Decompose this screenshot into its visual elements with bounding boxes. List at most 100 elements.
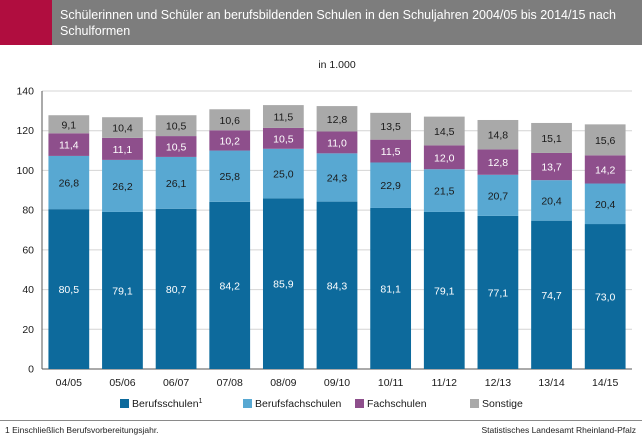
bar-segment-berufsschulen: [423, 211, 465, 369]
data-label: 14,8: [488, 130, 509, 142]
bar-segment-fachschulen: [423, 145, 465, 170]
data-label: 10,4: [112, 123, 133, 135]
data-label: 73,0: [595, 292, 616, 304]
bar-segment-berufsschulen: [531, 220, 572, 369]
data-label: 85,9: [273, 279, 294, 291]
data-label: 84,3: [327, 280, 348, 292]
chart-title: Schülerinnen und Schüler an berufsbilden…: [60, 8, 616, 38]
header-bar: Schülerinnen und Schüler an berufsbilden…: [0, 0, 642, 45]
data-label: 24,3: [327, 172, 348, 184]
data-label: 11,4: [59, 140, 79, 152]
data-label: 20,7: [488, 190, 509, 202]
data-label: 22,9: [380, 180, 401, 192]
legend-label: Berufsfachschulen: [255, 398, 342, 410]
y-tick-label: 100: [16, 165, 34, 177]
bar-segment-fachschulen: [477, 149, 519, 175]
data-label: 20,4: [541, 195, 562, 207]
data-label: 10,2: [220, 135, 241, 147]
data-label: 25,0: [273, 169, 294, 181]
bar-segment-berufsschulen: [155, 208, 197, 369]
footnote: 1 Einschließlich Berufsvorbereitungsjahr…: [5, 425, 159, 435]
y-tick-label: 80: [22, 205, 34, 217]
data-label: 74,7: [541, 290, 562, 302]
data-label: 79,1: [112, 285, 133, 297]
bar-segment-berufsschulen: [102, 211, 143, 369]
bar-segment-fachschulen: [370, 139, 412, 163]
header-accent: [0, 0, 52, 45]
bar-segment-berufsfachschulen: [155, 156, 197, 209]
data-label: 80,5: [59, 284, 80, 296]
data-label: 15,1: [541, 133, 562, 145]
x-tick-label: 08/09: [270, 377, 296, 389]
data-label: 25,8: [220, 171, 241, 183]
data-label: 79,1: [434, 285, 455, 297]
data-label: 81,1: [380, 283, 401, 295]
bar-segment-sonstige: [584, 124, 626, 156]
x-tick-label: 13/14: [538, 377, 564, 389]
bar-segment-sonstige: [209, 109, 251, 131]
bar-segment-berufsschulen: [262, 198, 304, 369]
bar-segment-berufsfachschulen: [262, 148, 304, 199]
data-label: 26,2: [112, 181, 133, 193]
data-label: 26,1: [166, 178, 187, 190]
bar-segment-fachschulen: [316, 131, 358, 154]
y-tick-label: 20: [22, 324, 34, 336]
bar-segment-fachschulen: [155, 136, 197, 157]
bar-segment-berufsfachschulen: [316, 153, 358, 202]
bar-segment-berufsschulen: [584, 224, 626, 369]
bar-segment-fachschulen: [102, 137, 143, 160]
legend-label: Berufsschulen1: [132, 398, 203, 410]
bar-segment-berufsschulen: [48, 209, 90, 369]
bar-segment-sonstige: [316, 106, 358, 132]
data-label: 26,8: [59, 178, 80, 190]
bar-segment-sonstige: [423, 116, 465, 146]
x-tick-label: 14/15: [592, 377, 618, 389]
legend-swatch-berufsschulen: [120, 399, 129, 408]
data-label: 10,5: [166, 121, 187, 133]
data-label: 13,5: [380, 121, 401, 133]
bar-segment-fachschulen: [262, 127, 304, 149]
data-label: 11,5: [274, 112, 294, 124]
data-label: 10,5: [166, 142, 187, 154]
data-label: 21,5: [434, 186, 455, 198]
legend-label: Fachschulen: [367, 398, 427, 410]
data-label: 12,8: [327, 114, 348, 126]
bar-segment-berufsschulen: [370, 207, 412, 369]
bar-segment-berufsfachschulen: [370, 162, 412, 208]
data-label: 15,6: [595, 135, 616, 147]
data-label: 10,5: [273, 133, 294, 145]
data-label: 11,5: [381, 146, 401, 158]
legend-label: Sonstige: [482, 398, 523, 410]
bar-segment-berufsschulen: [316, 201, 358, 369]
bar-segment-sonstige: [262, 105, 304, 128]
bar-segment-berufsfachschulen: [531, 180, 572, 221]
bar-segment-berufsfachschulen: [102, 159, 143, 212]
data-label: 14,2: [595, 164, 616, 176]
legend-swatch-fachschulen: [355, 399, 364, 408]
bar-segment-berufsschulen: [209, 201, 251, 369]
legend-footnote-mark: 1: [199, 398, 203, 405]
bar-segment-sonstige: [370, 112, 412, 140]
bar-segment-sonstige: [477, 119, 519, 150]
unit-label: in 1.000: [318, 59, 356, 71]
data-label: 11,1: [113, 144, 133, 156]
bar-segment-fachschulen: [209, 130, 251, 151]
y-tick-label: 140: [16, 86, 34, 98]
x-tick-label: 09/10: [324, 377, 350, 389]
x-tick-label: 06/07: [163, 377, 189, 389]
data-label: 11,0: [327, 137, 347, 149]
x-tick-label: 12/13: [485, 377, 511, 389]
y-tick-label: 60: [22, 244, 34, 256]
y-tick-label: 120: [16, 125, 34, 137]
bar-segment-berufsfachschulen: [209, 150, 251, 202]
data-label: 10,6: [220, 115, 241, 127]
bar-segment-berufsfachschulen: [584, 183, 626, 225]
x-tick-label: 04/05: [56, 377, 82, 389]
x-tick-label: 05/06: [109, 377, 135, 389]
bar-segment-fachschulen: [584, 155, 626, 184]
data-label: 13,7: [541, 162, 562, 174]
bar-segment-sonstige: [155, 115, 197, 137]
bar-segment-sonstige: [102, 117, 143, 138]
stacked-bar-chart: in 1.000 0 20 40 60 80 100 120 140 80,5 26,8 11,4 9,…: [16, 59, 632, 410]
data-label: 84,2: [220, 280, 241, 292]
